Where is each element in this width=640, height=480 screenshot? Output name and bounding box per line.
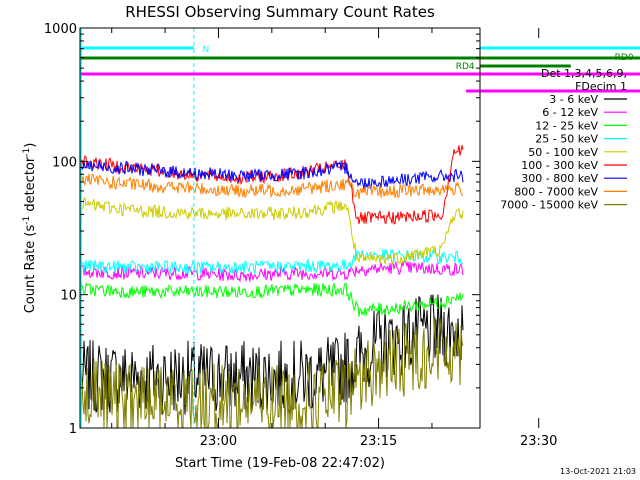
legend-label: 6 - 12 keV	[542, 106, 598, 119]
y-tick-label: 1	[69, 422, 77, 437]
series-line-3	[80, 248, 464, 276]
y-axis-label-end: )	[23, 143, 38, 148]
x-tick-label: 23:15	[360, 434, 397, 449]
legend-label: 100 - 300 keV	[521, 159, 598, 172]
legend-header-line-2: FDecim 1	[575, 80, 627, 93]
footer-timestamp: 13-Oct-2021 21:03	[560, 467, 636, 476]
y-axis-label-sup2: -1	[22, 148, 32, 157]
series-line-1	[80, 260, 464, 283]
x-tick-label: 23:00	[200, 434, 237, 449]
y-axis-label-main: Count Rate (s	[23, 225, 38, 314]
legend-label: 12 - 25 keV	[535, 119, 598, 132]
y-axis-label: Count Rate (s-1 detector-1)	[22, 143, 38, 314]
y-axis-label-mid: detector	[23, 156, 38, 216]
legend-label: 50 - 100 keV	[528, 146, 598, 159]
legend-label: 7000 - 15000 keV	[500, 199, 598, 212]
legend-label: 3 - 6 keV	[549, 93, 598, 106]
y-tick-label: 10	[60, 289, 77, 304]
x-axis-label: Start Time (19-Feb-08 22:47:02)	[175, 456, 385, 471]
series-line-7	[80, 173, 464, 200]
legend-label: 800 - 7000 keV	[514, 185, 598, 198]
series-layer	[80, 145, 464, 430]
flag-label-n: N	[202, 45, 209, 55]
flag-label-rd4: RD4	[456, 62, 475, 72]
legend-header-line-1: Det 1,3,4,5,6,9,	[541, 67, 627, 80]
legend-label: 300 - 800 keV	[521, 172, 598, 185]
series-line-6	[80, 159, 464, 191]
plot-frame	[79, 27, 481, 429]
y-axis: 1 10 100 1000	[44, 22, 480, 437]
legend-label: 25 - 50 keV	[535, 133, 598, 146]
y-axis-label-sup1: -1	[22, 216, 32, 225]
y-tick-label: 100	[52, 155, 77, 170]
series-line-2	[80, 281, 464, 317]
series-line-8	[80, 316, 464, 430]
series-line-5	[80, 145, 464, 225]
flag-label-rd0: RD0	[615, 53, 634, 63]
flag-layer: NRD0RD4SA1A0A3	[80, 28, 640, 428]
series-line-4	[80, 196, 464, 265]
x-tick-label: 23:30	[520, 434, 557, 449]
y-tick-label: 1000	[44, 22, 77, 37]
chart-title: RHESSI Observing Summary Count Rates	[125, 3, 435, 21]
